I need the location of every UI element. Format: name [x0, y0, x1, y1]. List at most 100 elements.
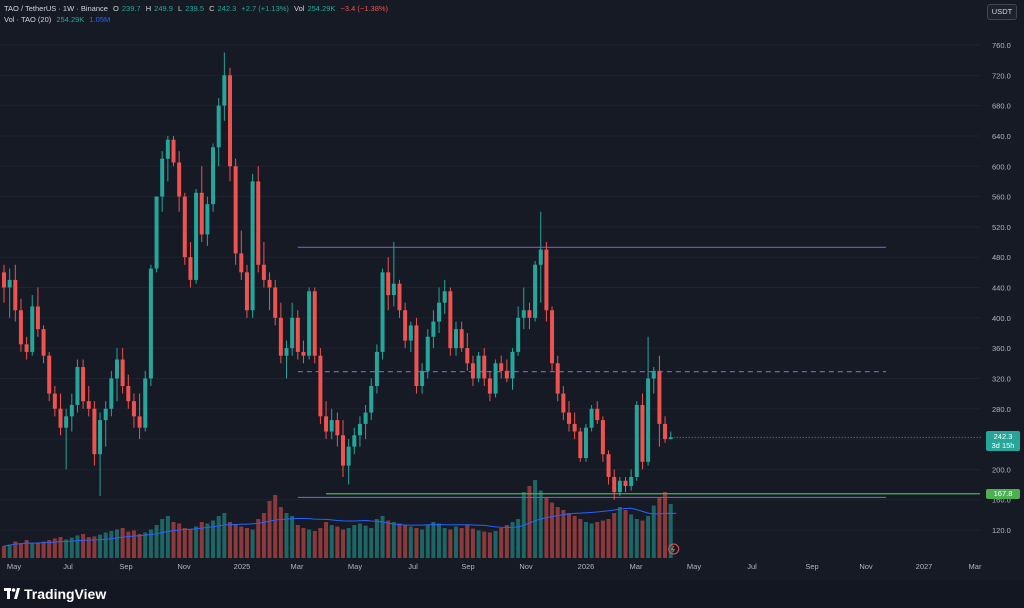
volume-bar	[408, 526, 413, 558]
candle-body	[165, 139, 170, 159]
candle-body	[13, 279, 18, 311]
price-chart[interactable]: 120.0160.0200.0240.0280.0320.0360.0400.0…	[0, 0, 1024, 580]
candle-body	[482, 355, 487, 379]
volume-bar	[391, 522, 396, 558]
candle-body	[295, 317, 300, 352]
symbol-legend[interactable]: TAO / TetherUS · 1W · Binance O 239.7 H 24…	[4, 4, 391, 13]
candle-body	[301, 351, 306, 356]
candle-body	[18, 310, 23, 345]
open-label: O	[113, 4, 119, 13]
candle-body	[98, 420, 103, 455]
candle-body	[35, 306, 40, 330]
time-axis-label: Mar	[291, 562, 304, 571]
candle-body	[346, 446, 351, 466]
candle-body	[120, 359, 125, 387]
currency-unit-button[interactable]: USDT	[987, 4, 1017, 20]
price-axis-label: 400.0	[992, 314, 1011, 323]
volume-bar	[510, 522, 515, 558]
candle-body	[233, 166, 238, 254]
candle-body	[487, 378, 492, 394]
volume-bar	[86, 537, 91, 558]
change-value: +2.7 (+1.13%)	[241, 4, 289, 13]
candle-body	[567, 412, 571, 424]
volume-bar	[335, 526, 340, 558]
price-axis-label: 480.0	[992, 253, 1011, 262]
candle-body	[510, 351, 515, 379]
volume-bar	[448, 529, 453, 558]
volume-bar	[312, 531, 317, 558]
candle-body	[188, 257, 193, 280]
candle-body	[589, 408, 594, 428]
volume-bar	[482, 531, 487, 558]
price-axis-label: 760.0	[992, 41, 1011, 50]
candle-body	[437, 302, 442, 322]
candle-body	[41, 329, 46, 356]
candle-body	[86, 401, 91, 409]
volume-bar	[386, 520, 391, 558]
volume-bar	[278, 507, 283, 558]
candle-body	[148, 268, 153, 379]
volume-bar	[470, 528, 475, 558]
candle-body	[222, 75, 227, 106]
volume-bar	[341, 529, 345, 558]
volume-bar	[295, 525, 300, 558]
candle-body	[177, 162, 182, 197]
volume-bar	[380, 516, 385, 558]
candle-body	[640, 404, 645, 462]
tradingview-logo-icon[interactable]	[4, 588, 20, 600]
candle-body	[617, 480, 622, 493]
time-axis-label: Nov	[177, 562, 191, 571]
volume-bar	[103, 532, 108, 558]
volume-bar	[572, 516, 577, 558]
volume-bar	[81, 534, 86, 558]
volume-bar	[267, 501, 272, 558]
volume-bar	[533, 480, 538, 558]
time-axis-label: Jul	[408, 562, 418, 571]
volume-bar	[182, 528, 187, 558]
volume-bar	[499, 528, 504, 558]
candle-body	[572, 423, 577, 432]
volume-bar	[606, 519, 611, 558]
volume-legend[interactable]: Vol · TAO (20) 254.29K 1.05M	[4, 15, 113, 24]
volume-bar	[623, 510, 628, 558]
support-level-tag: 167.8	[986, 488, 1020, 499]
candle-body	[199, 192, 204, 235]
candle-countdown: 3d 15h	[991, 441, 1015, 451]
candle-body	[391, 283, 396, 296]
candle-body	[561, 393, 566, 413]
price-axis-label: 600.0	[992, 162, 1011, 171]
volume-bar	[646, 516, 651, 558]
candle-body	[256, 181, 261, 265]
candle-body	[612, 476, 617, 493]
candle-body	[504, 370, 509, 379]
candle-body	[7, 279, 12, 288]
candle-body	[278, 317, 283, 356]
candle-body	[499, 363, 504, 371]
candle-body	[357, 423, 362, 436]
candle-body	[267, 279, 272, 288]
candle-body	[408, 325, 413, 341]
low-value: 239.5	[185, 4, 204, 13]
volume-bar	[487, 532, 492, 558]
current-price-tag: 242.3 3d 15h	[986, 431, 1020, 452]
candle-body	[454, 329, 458, 349]
volume-bar	[640, 520, 645, 558]
candle-body	[459, 329, 464, 349]
brand-name[interactable]: TradingView	[24, 586, 107, 602]
volume-bar	[437, 523, 442, 558]
volume-bar	[244, 528, 249, 558]
volume-bar	[425, 525, 430, 558]
volume-bar	[578, 519, 583, 558]
candle-body	[318, 355, 323, 417]
volume-bar	[2, 546, 6, 558]
open-value: 239.7	[121, 4, 141, 13]
volume-bar	[75, 535, 80, 558]
volume-indicator-value: 254.29K	[56, 15, 85, 24]
candle-body	[131, 401, 136, 417]
time-axis-label: May	[7, 562, 21, 571]
time-axis-label: May	[687, 562, 701, 571]
volume-bar	[64, 539, 69, 558]
candle-body	[493, 363, 498, 394]
time-axis-label: Nov	[519, 562, 533, 571]
candle-body	[24, 344, 29, 352]
